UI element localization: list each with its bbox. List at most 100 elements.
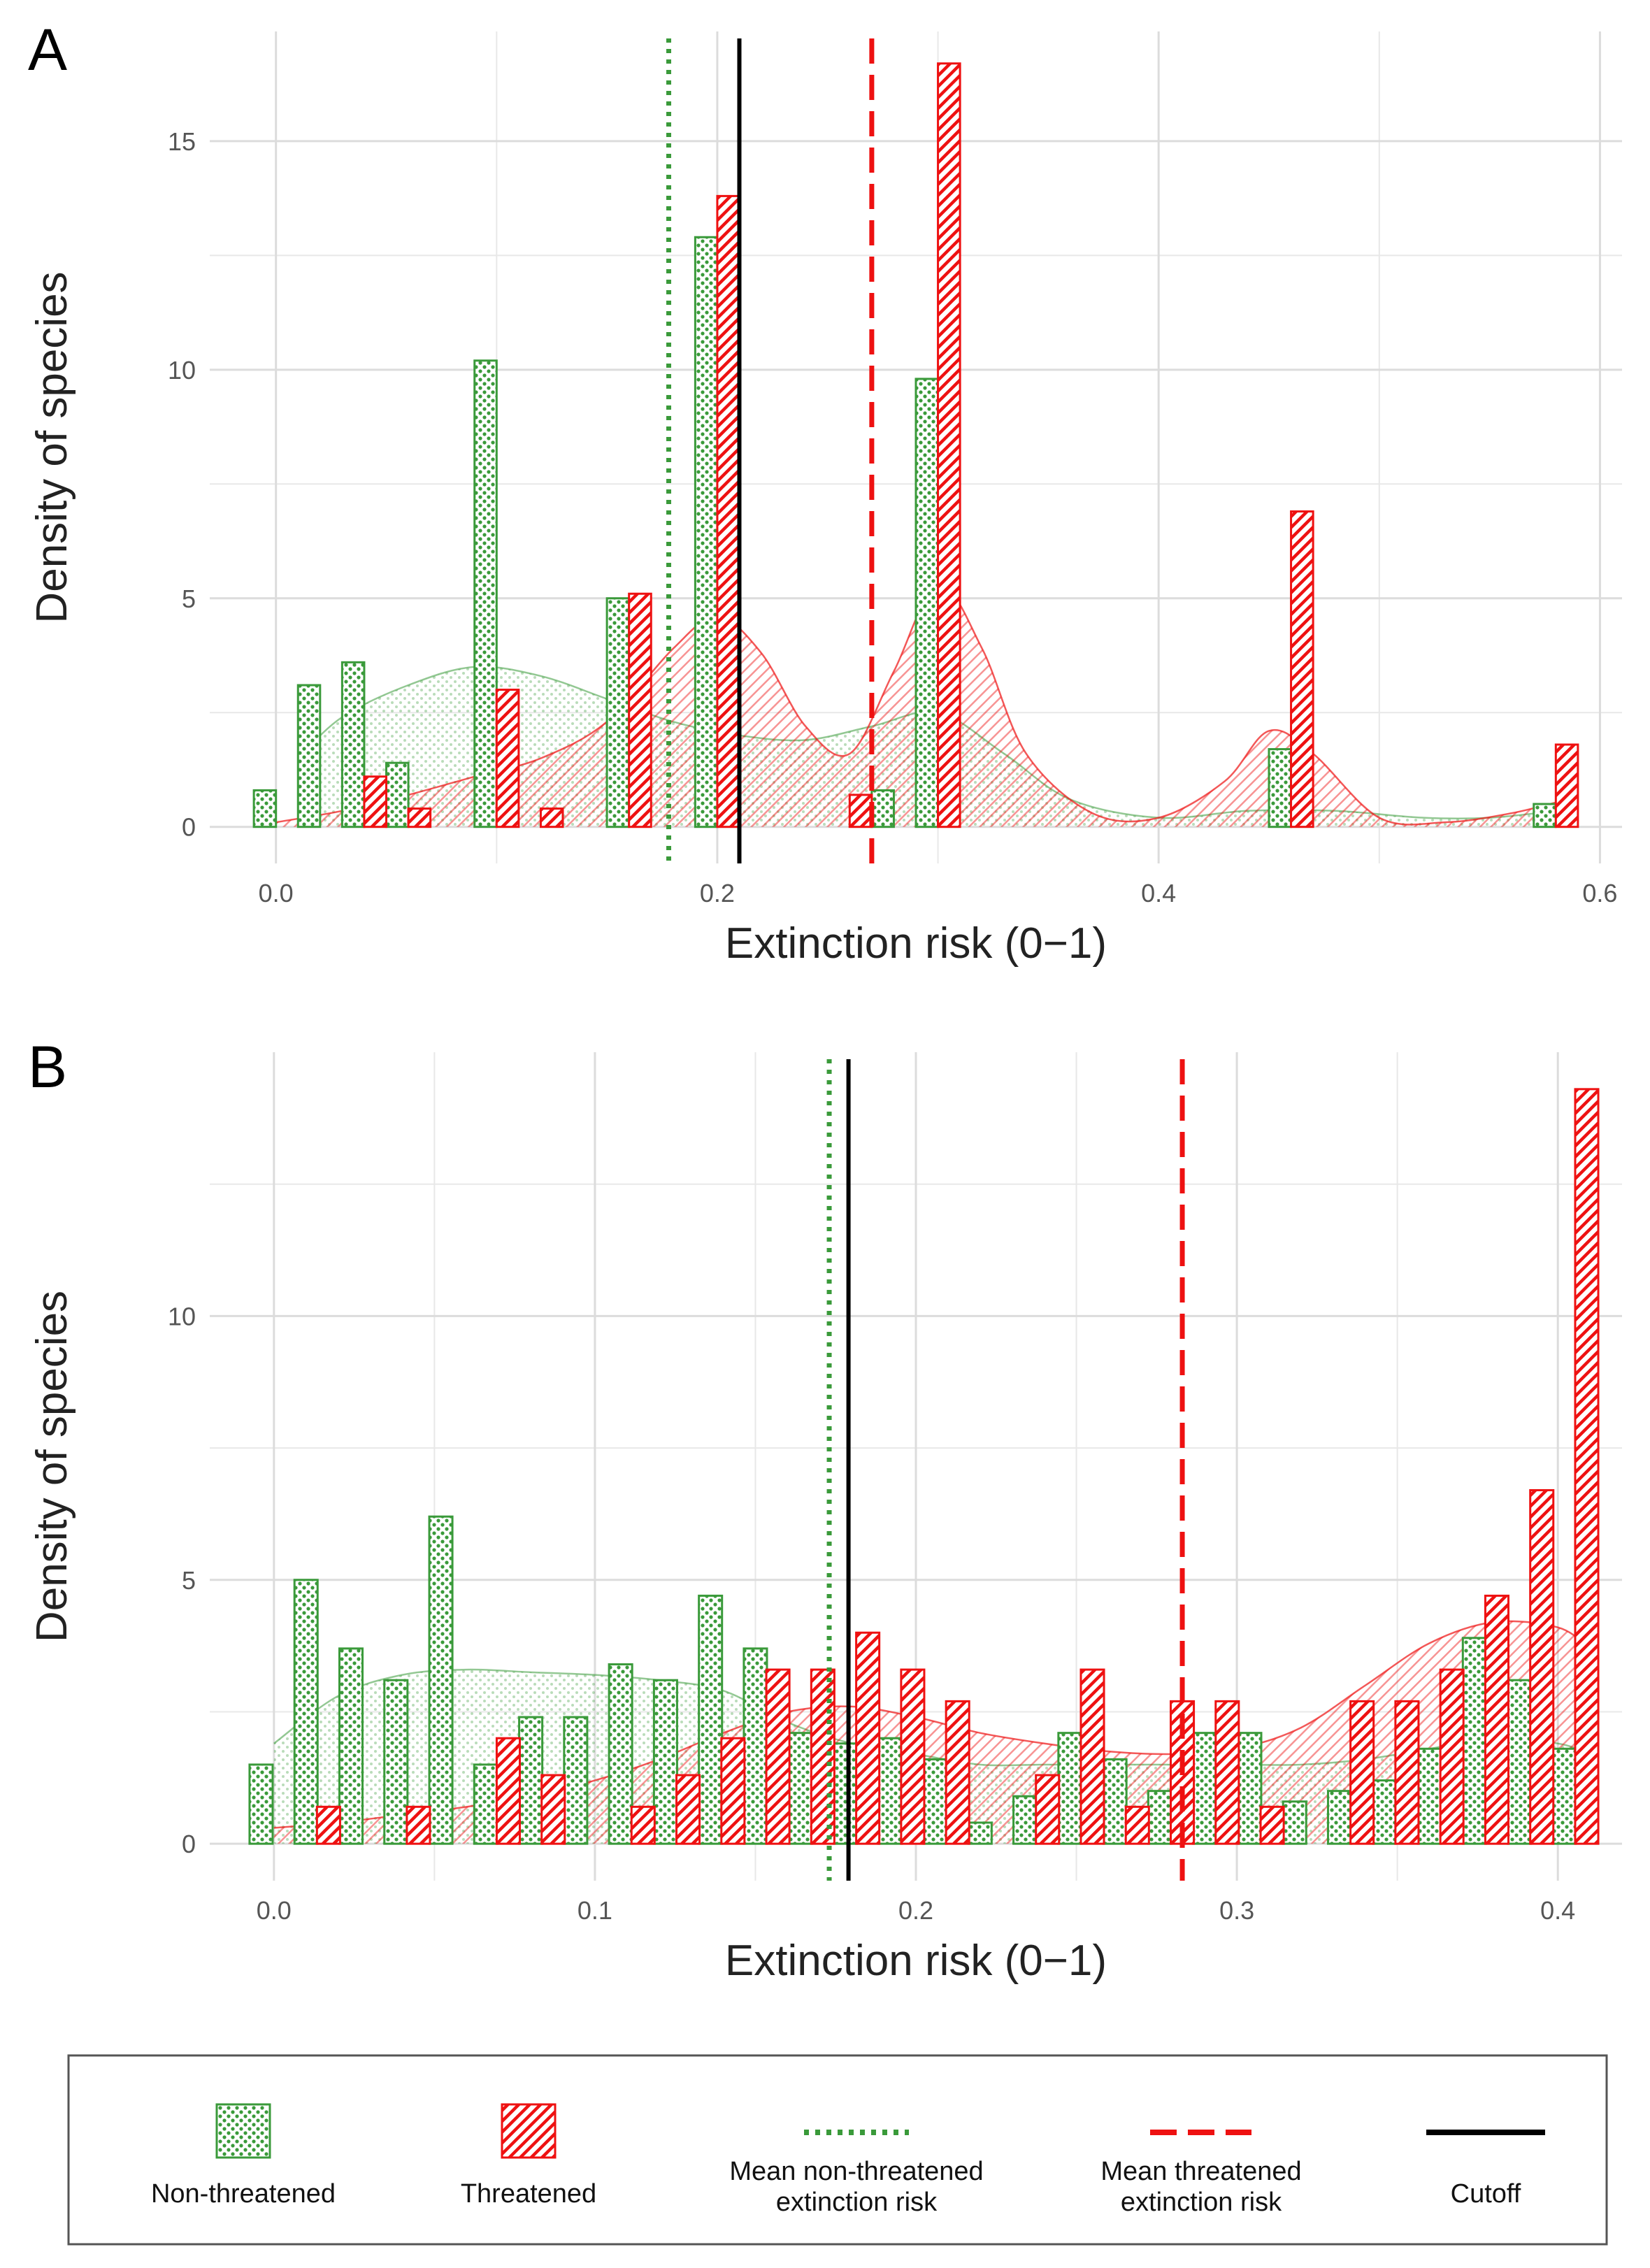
legend-non-threatened-swatch — [215, 2103, 271, 2159]
panel-b-bar-threatened — [1529, 1488, 1555, 1845]
panel-b-bar-non-threatened — [428, 1515, 454, 1845]
panel-b-bar-non-threatened — [1012, 1795, 1038, 1845]
panel-b-bar-threatened — [675, 1774, 701, 1845]
panel-b-bar-threatened — [540, 1774, 566, 1845]
panel-b-bar-threatened — [1484, 1594, 1509, 1845]
panel-a-bar-threatened — [937, 62, 961, 828]
panel-b-bar-threatened — [495, 1737, 521, 1845]
legend: Non-threatened Threatened Mean non-threa… — [67, 2054, 1608, 2246]
panel-b-y-tick-label: 10 — [168, 1302, 196, 1330]
panel-b-bar-threatened — [406, 1805, 431, 1845]
panel-b-bar-non-threatened — [1372, 1779, 1398, 1845]
panel-b-bar-threatened — [1124, 1805, 1150, 1845]
legend-box — [67, 2054, 1608, 2246]
panel-a-bar-non-threatened — [252, 789, 278, 828]
panel-b-x-tick-label: 0.3 — [1219, 1896, 1254, 1925]
panel-b-bar-non-threatened — [698, 1594, 724, 1845]
panel-b-bar-threatened — [630, 1805, 656, 1845]
panel-b-bar-non-threatened — [383, 1679, 409, 1845]
legend-mean-non-threatened-label-line1: Mean non-threatened — [729, 2157, 983, 2186]
panel-a-label: A — [28, 17, 67, 82]
panel-b-bar-threatened — [1079, 1668, 1105, 1845]
panel-a-bar-non-threatened — [914, 378, 940, 828]
panel-b-bar-non-threatened — [1057, 1732, 1083, 1845]
panel-a-bar-threatened — [716, 194, 740, 828]
panel-b-bar-non-threatened — [652, 1679, 678, 1845]
legend-threatened-label: Threatened — [461, 2179, 596, 2209]
panel-a-bar-non-threatened — [296, 684, 322, 828]
panel-a-x-tick-label: 0.0 — [259, 879, 294, 907]
panel-b-bar-non-threatened — [967, 1821, 993, 1845]
panel-b-bar-non-threatened — [1147, 1790, 1172, 1845]
panel-a-non-threatened-bars — [252, 236, 1557, 828]
panel-b-bar-non-threatened — [877, 1737, 903, 1845]
panel-b-bar-threatened — [1259, 1805, 1285, 1845]
panel-b-bar-non-threatened — [1461, 1637, 1487, 1845]
panel-a-bar-threatened — [628, 592, 652, 828]
panel-b-bar-threatened — [1439, 1668, 1465, 1845]
panel-a-bar-non-threatened — [473, 359, 498, 828]
panel-a-y-axis-title: Density of species — [28, 271, 76, 623]
panel-b-bar-non-threatened — [338, 1647, 364, 1845]
panel-b-bar-non-threatened — [293, 1579, 319, 1845]
panel-a-vertical-lines — [666, 38, 875, 863]
panel-a: A 0.0 0.2 0.4 0.6 0 5 10 15 Extinction risk (0−… — [28, 17, 1622, 968]
panel-b-bar-non-threatened — [1326, 1790, 1353, 1845]
panel-b-bar-threatened — [1394, 1700, 1420, 1845]
panel-b-bar-non-threatened — [1237, 1732, 1263, 1845]
panel-b-bar-threatened — [1035, 1774, 1061, 1845]
legend-mean-threatened-label-line2: extinction risk — [1121, 2188, 1282, 2217]
panel-b-bar-threatened — [315, 1805, 341, 1845]
panel-b-bar-threatened — [1349, 1700, 1375, 1845]
panel-b-bar-threatened — [1574, 1088, 1600, 1845]
panel-a-bar-non-threatened — [1268, 748, 1293, 828]
panel-a-y-tick-label: 5 — [182, 584, 196, 613]
panel-a-bar-non-threatened — [870, 789, 895, 828]
panel-b-bar-threatened — [900, 1668, 926, 1845]
panel-b-bar-threatened — [1214, 1700, 1240, 1845]
panel-b-bar-threatened — [855, 1631, 881, 1845]
panel-a-x-tick-label: 0.4 — [1141, 879, 1176, 907]
panel-b-x-tick-label: 0.1 — [578, 1896, 612, 1925]
panel-a-x-axis-title: Extinction risk (0−1) — [725, 919, 1107, 968]
panel-a-bar-threatened — [848, 794, 873, 828]
panel-b: B 0.0 0.1 0.2 0.3 0.4 0 5 10 Extinction risk (0… — [28, 1034, 1622, 1985]
panel-a-bar-threatened — [407, 808, 432, 828]
panel-b-bar-non-threatened — [563, 1716, 589, 1845]
panel-a-bar-threatened — [539, 808, 564, 828]
panel-b-bar-non-threatened — [1282, 1800, 1307, 1845]
panel-b-bar-non-threatened — [608, 1663, 633, 1845]
legend-non-threatened-label: Non-threatened — [151, 2179, 336, 2209]
panel-b-bar-non-threatened — [473, 1763, 498, 1845]
panel-a-bar-non-threatened — [1533, 803, 1557, 828]
panel-a-y-tick-label: 10 — [168, 356, 196, 385]
panel-b-non-threatened-bars — [248, 1515, 1577, 1845]
panel-b-x-tick-label: 0.2 — [898, 1896, 933, 1925]
legend-cutoff-label: Cutoff — [1451, 2179, 1521, 2209]
panel-b-bar-non-threatened — [922, 1758, 948, 1845]
panel-b-bar-non-threatened — [1192, 1732, 1218, 1845]
panel-b-bar-non-threatened — [1507, 1679, 1533, 1845]
panel-b-y-tick-label: 5 — [182, 1566, 196, 1595]
panel-a-x-tick-label: 0.2 — [700, 879, 735, 907]
panel-b-y-tick-label: 0 — [182, 1830, 196, 1858]
panel-b-x-axis-title: Extinction risk (0−1) — [725, 1937, 1107, 1985]
panel-a-x-tick-label: 0.6 — [1582, 879, 1617, 907]
panel-a-bar-threatened — [363, 775, 387, 828]
panel-b-bar-non-threatened — [787, 1732, 813, 1845]
legend-threatened-swatch — [501, 2103, 557, 2159]
panel-a-bar-threatened — [1290, 510, 1314, 828]
panel-a-bar-threatened — [1554, 743, 1579, 828]
panel-b-bar-threatened — [945, 1700, 970, 1845]
panel-a-threatened-bars — [363, 62, 1579, 828]
legend-mean-threatened-label-line1: Mean threatened — [1100, 2157, 1301, 2186]
panel-b-label: B — [28, 1034, 67, 1100]
panel-a-y-tick-label: 15 — [168, 127, 196, 156]
panel-b-bar-non-threatened — [518, 1716, 544, 1845]
panel-b-bar-non-threatened — [1102, 1758, 1128, 1845]
panel-b-x-tick-label: 0.0 — [257, 1896, 292, 1925]
panel-a-y-tick-label: 0 — [182, 813, 196, 842]
panel-b-bar-non-threatened — [742, 1647, 768, 1845]
panel-b-bar-non-threatened — [1551, 1747, 1577, 1845]
